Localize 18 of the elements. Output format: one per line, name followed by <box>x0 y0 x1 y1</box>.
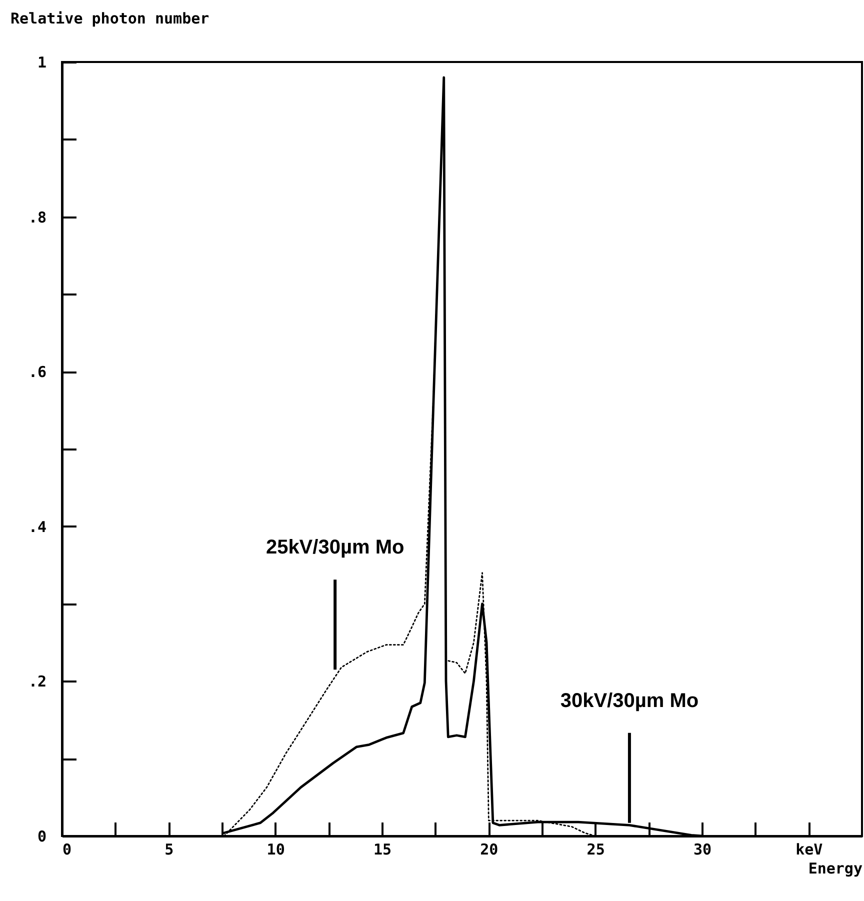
x-tick-label: 15 <box>373 840 392 858</box>
y-tick-label: .2 <box>28 672 46 691</box>
x-tick-label: keV <box>796 840 823 858</box>
x-tick-label: 0 <box>62 840 72 858</box>
annotation: 30kV/30µm Mo <box>560 690 699 712</box>
y-tick-label: .8 <box>28 208 46 226</box>
x-axis-title: Energy <box>808 860 862 878</box>
x-tick-label: 25 <box>586 840 605 858</box>
y-tick-label: 1 <box>37 54 46 72</box>
y-tick-label: .6 <box>28 363 46 382</box>
x-tick-label: 5 <box>164 840 174 858</box>
x-tick-label: 20 <box>480 840 498 858</box>
x-tick-label: 10 <box>266 840 285 858</box>
y-tick-label: 0 <box>37 828 46 846</box>
y-tick-label: .4 <box>28 518 46 536</box>
x-tick-label: 30 <box>693 840 712 858</box>
y-axis-title: Relative photon number <box>10 10 210 28</box>
annotation: 25kV/30µm Mo <box>266 536 404 559</box>
